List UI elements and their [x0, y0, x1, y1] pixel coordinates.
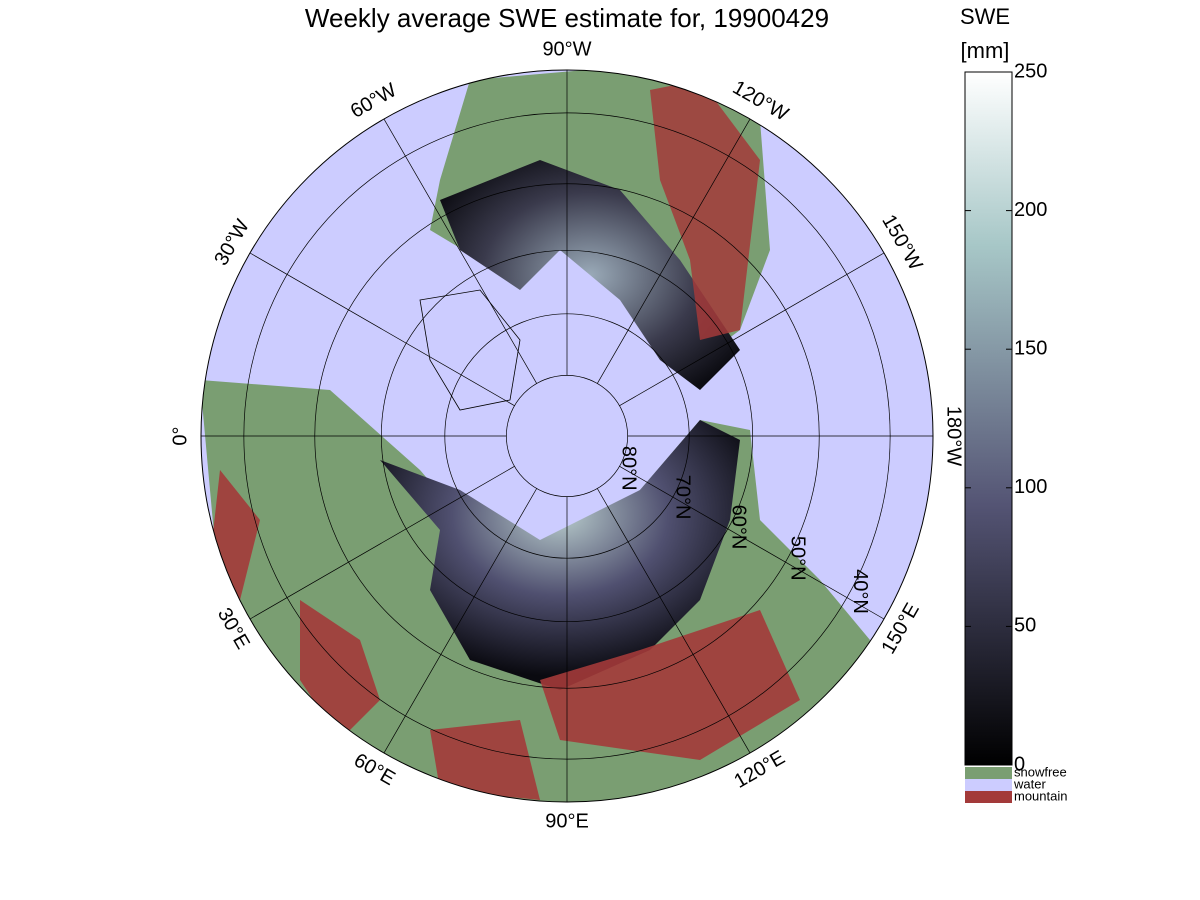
colorbar	[964, 71, 1013, 766]
parallel-label: 40°N	[849, 569, 871, 614]
parallel-label: 50°N	[786, 536, 808, 581]
parallel-label: 80°N	[617, 446, 639, 491]
legend-label: water	[1013, 776, 1046, 791]
map-disk	[201, 70, 933, 802]
greenland	[419, 289, 521, 411]
colorbar-tick-label: 200	[1014, 199, 1047, 221]
colorbar-axis: 0 50 100 150 200 250	[965, 60, 1047, 775]
legend-swatch	[965, 791, 1012, 803]
legend-label: snowfree	[1014, 764, 1067, 779]
meridian	[249, 466, 515, 620]
parallel-label: 70°N	[672, 475, 694, 520]
meridian	[619, 466, 885, 620]
meridian-label: 0°	[169, 426, 191, 445]
legend-label: mountain	[1014, 788, 1067, 803]
graticule	[201, 70, 933, 802]
meridian	[597, 488, 751, 754]
parallel-label: 60°N	[728, 505, 750, 550]
eurasia-snow	[380, 420, 740, 690]
meridian	[619, 252, 885, 406]
parallel	[380, 249, 754, 623]
meridian	[383, 118, 537, 384]
north-america-mountain	[650, 80, 760, 340]
meridian	[249, 252, 515, 406]
colorbar-tick-label: 50	[1014, 615, 1036, 637]
meridian-label: 90°W	[542, 38, 591, 60]
colorbar-tick-label: 100	[1014, 476, 1047, 498]
meridian	[383, 488, 537, 754]
map-title: Weekly average SWE estimate for, 1990042…	[305, 3, 829, 33]
eurasia-mountain	[210, 470, 800, 800]
colorbar-unit: [mm]	[961, 38, 1010, 63]
map-boundary	[200, 69, 934, 803]
meridian	[597, 118, 751, 384]
parallel	[314, 183, 820, 689]
parallel	[243, 112, 891, 760]
parallel	[444, 313, 690, 559]
meridian-label: 180°W	[943, 406, 965, 466]
colorbar-tick-label: 0	[1014, 753, 1025, 775]
parallel	[506, 375, 628, 497]
colorbar-tick-label: 150	[1014, 337, 1047, 359]
meridian-label: 90°E	[545, 810, 589, 832]
north-america-snow	[440, 160, 740, 390]
legend-swatch	[965, 779, 1012, 791]
legend-swatch	[965, 767, 1012, 779]
colorbar-label: SWE	[960, 4, 1010, 29]
colorbar-tick-label: 250	[1014, 60, 1047, 82]
